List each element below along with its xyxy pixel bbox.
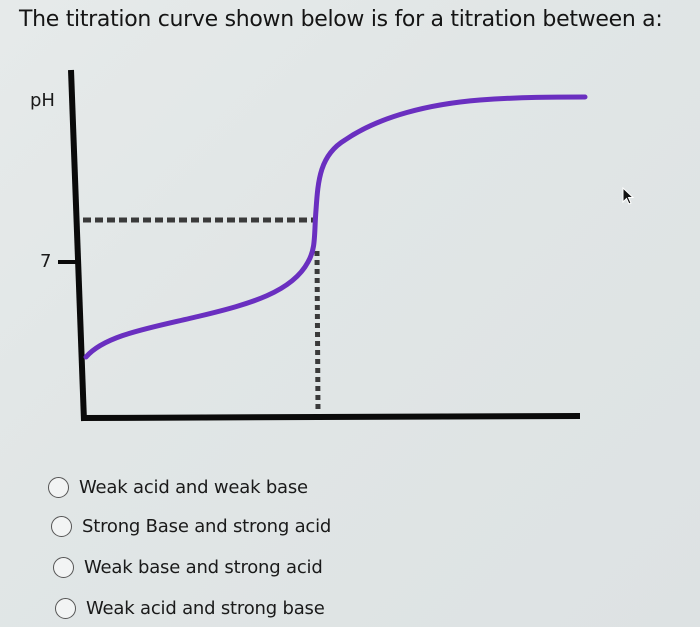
- radio-button[interactable]: [53, 557, 74, 578]
- mouse-pointer-icon: [622, 186, 636, 211]
- option-weak-base-strong-acid[interactable]: Weak base and strong acid: [53, 557, 323, 578]
- radio-button[interactable]: [51, 516, 72, 537]
- y-axis: [68, 69, 87, 422]
- titration-chart-svg: [58, 69, 588, 422]
- option-label: Strong Base and strong acid: [82, 516, 332, 537]
- option-strong-base-strong-acid[interactable]: Strong Base and strong acid: [51, 516, 331, 537]
- option-weak-acid-strong-base[interactable]: Weak acid and strong base: [55, 598, 325, 619]
- option-label: Weak acid and strong base: [86, 598, 325, 619]
- option-weak-acid-weak-base[interactable]: Weak acid and weak base: [48, 477, 308, 498]
- question-text: The titration curve shown below is for a…: [19, 7, 663, 32]
- option-label: Weak acid and weak base: [79, 477, 308, 498]
- option-label: Weak base and strong acid: [84, 557, 323, 578]
- radio-button[interactable]: [55, 598, 76, 619]
- titration-curve: [83, 94, 588, 360]
- y-tick-label-7: 7: [40, 251, 52, 272]
- titration-chart: pH 7: [30, 69, 588, 422]
- radio-button[interactable]: [48, 477, 69, 498]
- x-axis: [81, 413, 581, 421]
- y-axis-label: pH: [30, 90, 55, 111]
- equivalence-volume-dashed-line: [314, 250, 321, 413]
